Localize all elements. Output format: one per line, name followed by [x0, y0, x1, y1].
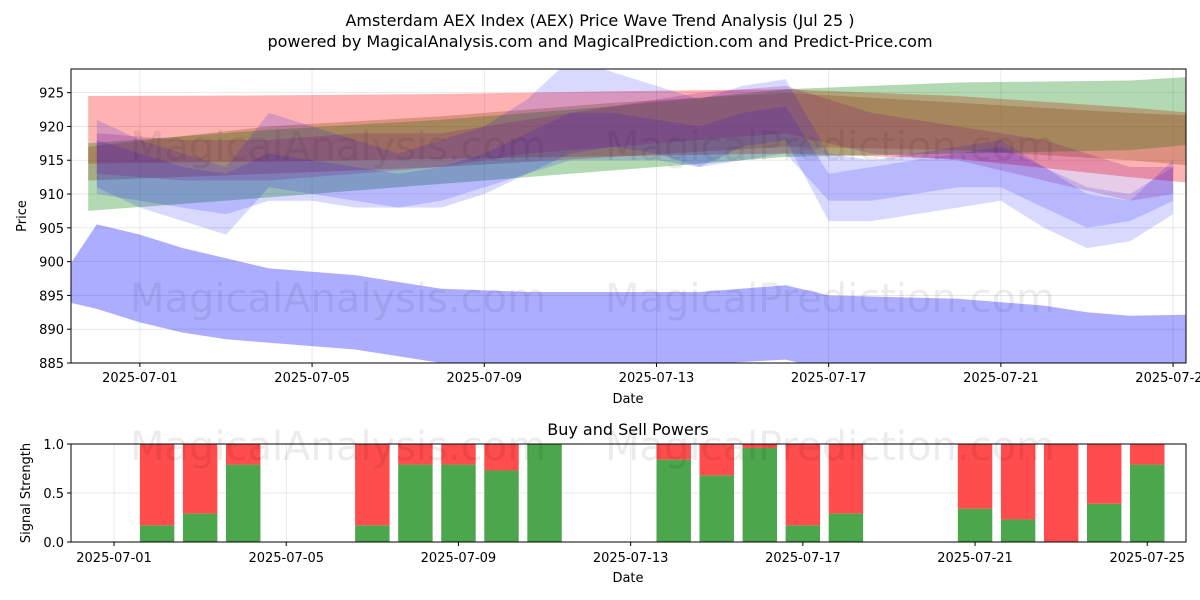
- watermark-prediction-bottom: MagicalPrediction.com: [605, 424, 1055, 470]
- buy-sell-chart: Buy and Sell Powers MagicalAnalysis.com …: [19, 420, 1187, 586]
- sell-bar: [828, 444, 864, 514]
- sell-bar: [355, 444, 390, 526]
- chart-title: Amsterdam AEX Index (AEX) Price Wave Tre…: [345, 11, 854, 30]
- sell-bar: [1130, 444, 1165, 465]
- watermark-analysis-bottom: MagicalAnalysis.com: [130, 424, 546, 470]
- sell-bar: [1043, 444, 1079, 542]
- price-band-band-green-rising: [88, 77, 1186, 211]
- watermark-analysis-top: MagicalAnalysis.com: [130, 124, 546, 170]
- price-plot-frame: [70, 68, 1187, 364]
- price-x-tick-label: 2025-07-09: [447, 371, 523, 386]
- sell-bar: [484, 444, 519, 471]
- sell-bar: [441, 444, 476, 465]
- price-x-tick-label: 2025-07-13: [619, 371, 695, 386]
- buy-bar: [139, 525, 175, 542]
- buy-bar: [225, 464, 261, 542]
- price-y-axis-title: Price: [15, 200, 30, 232]
- buy-bar: [1086, 503, 1122, 542]
- price-y-tick-label: 920: [39, 120, 64, 135]
- price-bands: [71, 69, 1186, 363]
- sell-bar: [225, 444, 261, 465]
- signal-y-tick-label: 1.0: [43, 438, 64, 453]
- price-y-tick-label: 885: [39, 357, 64, 372]
- price-y-tick-label: 890: [39, 323, 64, 338]
- buy-bar: [828, 513, 864, 542]
- signal-x-tick-label: 2025-07-01: [76, 551, 152, 566]
- buy-bar: [484, 470, 519, 542]
- buy-bar: [398, 464, 433, 542]
- signal-x-tick-label: 2025-07-21: [937, 551, 1013, 566]
- price-y-tick-label: 910: [39, 188, 64, 203]
- price-x-tick-label: 2025-07-21: [963, 371, 1039, 386]
- buy-bar: [699, 475, 734, 542]
- signal-y-axis-title: Signal Strength: [19, 443, 34, 543]
- price-y-tick-label: 895: [39, 289, 64, 304]
- buy-bar: [527, 444, 562, 542]
- price-band-band-blue-1: [96, 69, 1174, 249]
- sell-bar: [957, 444, 993, 509]
- price-band-band-blue-low: [71, 224, 1186, 363]
- buy-bar: [1000, 519, 1036, 542]
- signal-x-axis: 2025-07-01 2025-07-05 2025-07-09 2025-07-13…: [76, 542, 1185, 566]
- signal-x-tick-label: 2025-07-09: [421, 551, 497, 566]
- signal-y-tick-label: 0.5: [43, 487, 64, 502]
- signal-y-tick-label: 0.0: [43, 536, 64, 551]
- sell-bar: [1000, 444, 1036, 520]
- price-band-band-blue-2: [96, 106, 1174, 228]
- buy-bar: [742, 447, 778, 542]
- price-grid: [71, 69, 1186, 364]
- sell-bar: [182, 444, 218, 514]
- sell-bar: [1086, 444, 1122, 504]
- price-y-tick-label: 915: [39, 154, 64, 169]
- price-x-tick-label: 2025-07-05: [274, 371, 350, 386]
- buy-bar: [355, 525, 390, 542]
- buy-bar: [182, 513, 218, 542]
- price-y-tick-label: 925: [39, 87, 64, 102]
- sell-bar: [699, 444, 734, 476]
- signal-x-tick-label: 2025-07-05: [248, 551, 324, 566]
- buy-bar: [656, 459, 691, 542]
- buy-bar: [441, 464, 476, 542]
- price-x-tick-label: 2025-07-01: [102, 371, 178, 386]
- price-x-tick-label: 2025-07-25: [1135, 371, 1200, 386]
- signal-bars: [139, 444, 1165, 542]
- price-x-axis: 2025-07-01 2025-07-05 2025-07-09 2025-07-13…: [102, 363, 1200, 386]
- price-x-axis-title: Date: [612, 392, 643, 407]
- price-x-tick-label: 2025-07-17: [791, 371, 867, 386]
- watermark-prediction-top: MagicalPrediction.com: [605, 124, 1055, 170]
- signal-x-axis-title: Date: [612, 571, 643, 586]
- price-band-band-purple: [96, 85, 1174, 201]
- buy-bar: [1130, 464, 1165, 542]
- price-y-tick-label: 905: [39, 222, 64, 237]
- watermark-analysis-mid: MagicalAnalysis.com: [130, 276, 546, 322]
- price-y-axis: 885 890 895 900 905 910 915 920 925: [39, 87, 71, 372]
- sell-bar: [398, 444, 433, 465]
- signal-x-tick-label: 2025-07-13: [593, 551, 669, 566]
- price-band-band-brown-middle: [88, 92, 1186, 181]
- sell-bar: [785, 444, 821, 526]
- watermark-prediction-mid: MagicalPrediction.com: [605, 276, 1055, 322]
- chart-subtitle: powered by MagicalAnalysis.com and Magic…: [267, 32, 932, 51]
- price-band-band-red-upper: [88, 89, 1186, 183]
- signal-x-tick-label: 2025-07-17: [765, 551, 841, 566]
- sell-bar: [139, 444, 175, 526]
- buy-bar: [785, 525, 821, 542]
- buy-sell-title: Buy and Sell Powers: [547, 420, 709, 439]
- price-wave-chart: MagicalAnalysis.com MagicalPrediction.co…: [15, 68, 1200, 407]
- signal-x-tick-label: 2025-07-25: [1109, 551, 1185, 566]
- signal-y-axis: 0.0 0.5 1.0: [43, 438, 71, 551]
- buy-bar: [957, 508, 993, 542]
- sell-bar: [742, 444, 778, 448]
- price-y-tick-label: 900: [39, 256, 64, 271]
- sell-bar: [656, 444, 691, 460]
